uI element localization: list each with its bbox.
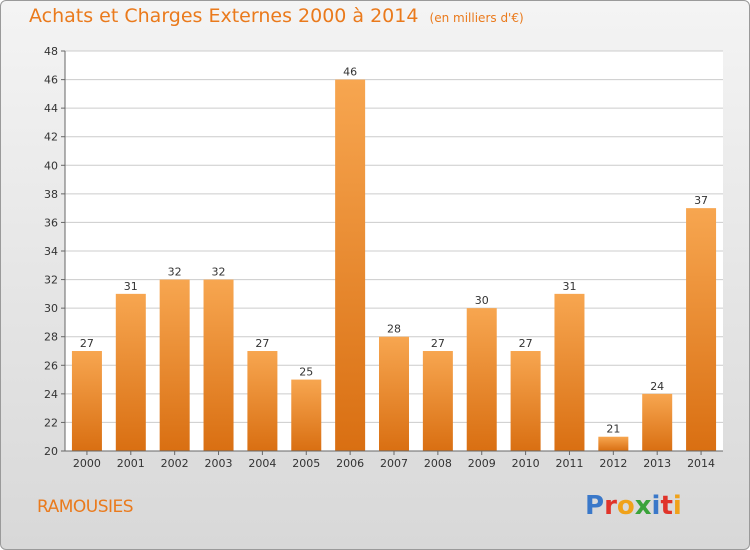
y-tick-label: 32	[44, 274, 58, 287]
y-tick-label: 22	[44, 416, 58, 429]
bar-value-label: 27	[519, 337, 533, 350]
bar-value-label: 46	[343, 66, 357, 79]
bar	[422, 351, 453, 451]
y-tick-label: 24	[44, 388, 58, 401]
chart-title: Achats et Charges Externes 2000 à 2014 (…	[29, 5, 524, 27]
chart-title-main: Achats et Charges Externes 2000 à 2014	[29, 5, 419, 27]
logo-letter: t	[660, 491, 673, 521]
bar	[247, 351, 278, 451]
bar	[598, 436, 629, 451]
bar-value-label: 27	[255, 337, 269, 350]
x-tick-label: 2008	[424, 457, 452, 470]
bar	[466, 308, 497, 451]
bar-value-label: 32	[212, 266, 226, 279]
x-tick-label: 2005	[292, 457, 320, 470]
commune-name: RAMOUSIES	[37, 497, 134, 517]
y-tick-label: 26	[44, 359, 58, 372]
bar	[554, 293, 585, 451]
y-tick-label: 46	[44, 74, 58, 87]
bar	[510, 351, 541, 451]
x-tick-label: 2012	[599, 457, 627, 470]
y-tick-label: 48	[44, 45, 58, 58]
x-tick-label: 2001	[117, 457, 145, 470]
x-tick-label: 2007	[380, 457, 408, 470]
bar-value-label: 24	[650, 380, 664, 393]
bar	[115, 293, 146, 451]
bar	[335, 79, 366, 452]
chart-title-unit: (en milliers d'€)	[429, 11, 524, 25]
x-tick-label: 2003	[205, 457, 233, 470]
bar-value-label: 27	[80, 337, 94, 350]
bar	[291, 379, 322, 451]
bar	[71, 351, 102, 451]
x-tick-label: 2014	[687, 457, 715, 470]
bar-value-label: 32	[168, 266, 182, 279]
bar	[642, 393, 673, 451]
bar-value-label: 27	[431, 337, 445, 350]
logo-letter: r	[604, 491, 617, 521]
logo-letter: x	[634, 491, 652, 521]
y-tick-label: 44	[44, 102, 58, 115]
x-tick-label: 2013	[643, 457, 671, 470]
logo-letter: i	[672, 491, 682, 521]
x-tick-label: 2004	[248, 457, 276, 470]
y-tick-label: 38	[44, 188, 58, 201]
bar	[203, 279, 234, 451]
bar-value-label: 25	[299, 366, 313, 379]
bar	[379, 336, 409, 451]
logo-letter: i	[651, 491, 661, 521]
logo-letter: P	[585, 491, 605, 521]
y-tick-label: 34	[44, 245, 58, 258]
bar-value-label: 31	[562, 280, 576, 293]
y-tick-label: 36	[44, 216, 58, 229]
y-tick-label: 28	[44, 331, 58, 344]
bar-value-label: 28	[387, 323, 401, 336]
bar-value-label: 30	[475, 294, 489, 307]
logo-letter: o	[616, 491, 635, 521]
x-tick-label: 2000	[73, 457, 101, 470]
bar-value-label: 31	[124, 280, 138, 293]
y-tick-label: 40	[44, 159, 58, 172]
bar	[686, 208, 717, 451]
proxiti-logo: Proxiti	[585, 491, 682, 521]
x-tick-label: 2010	[512, 457, 540, 470]
bar-value-label: 21	[606, 423, 620, 436]
x-tick-label: 2011	[555, 457, 583, 470]
x-tick-label: 2002	[161, 457, 189, 470]
x-tick-label: 2006	[336, 457, 364, 470]
y-tick-label: 30	[44, 302, 58, 315]
bar	[159, 279, 190, 451]
y-tick-label: 20	[44, 445, 58, 458]
y-tick-label: 42	[44, 131, 58, 144]
x-tick-label: 2009	[468, 457, 496, 470]
bar-value-label: 37	[694, 194, 708, 207]
